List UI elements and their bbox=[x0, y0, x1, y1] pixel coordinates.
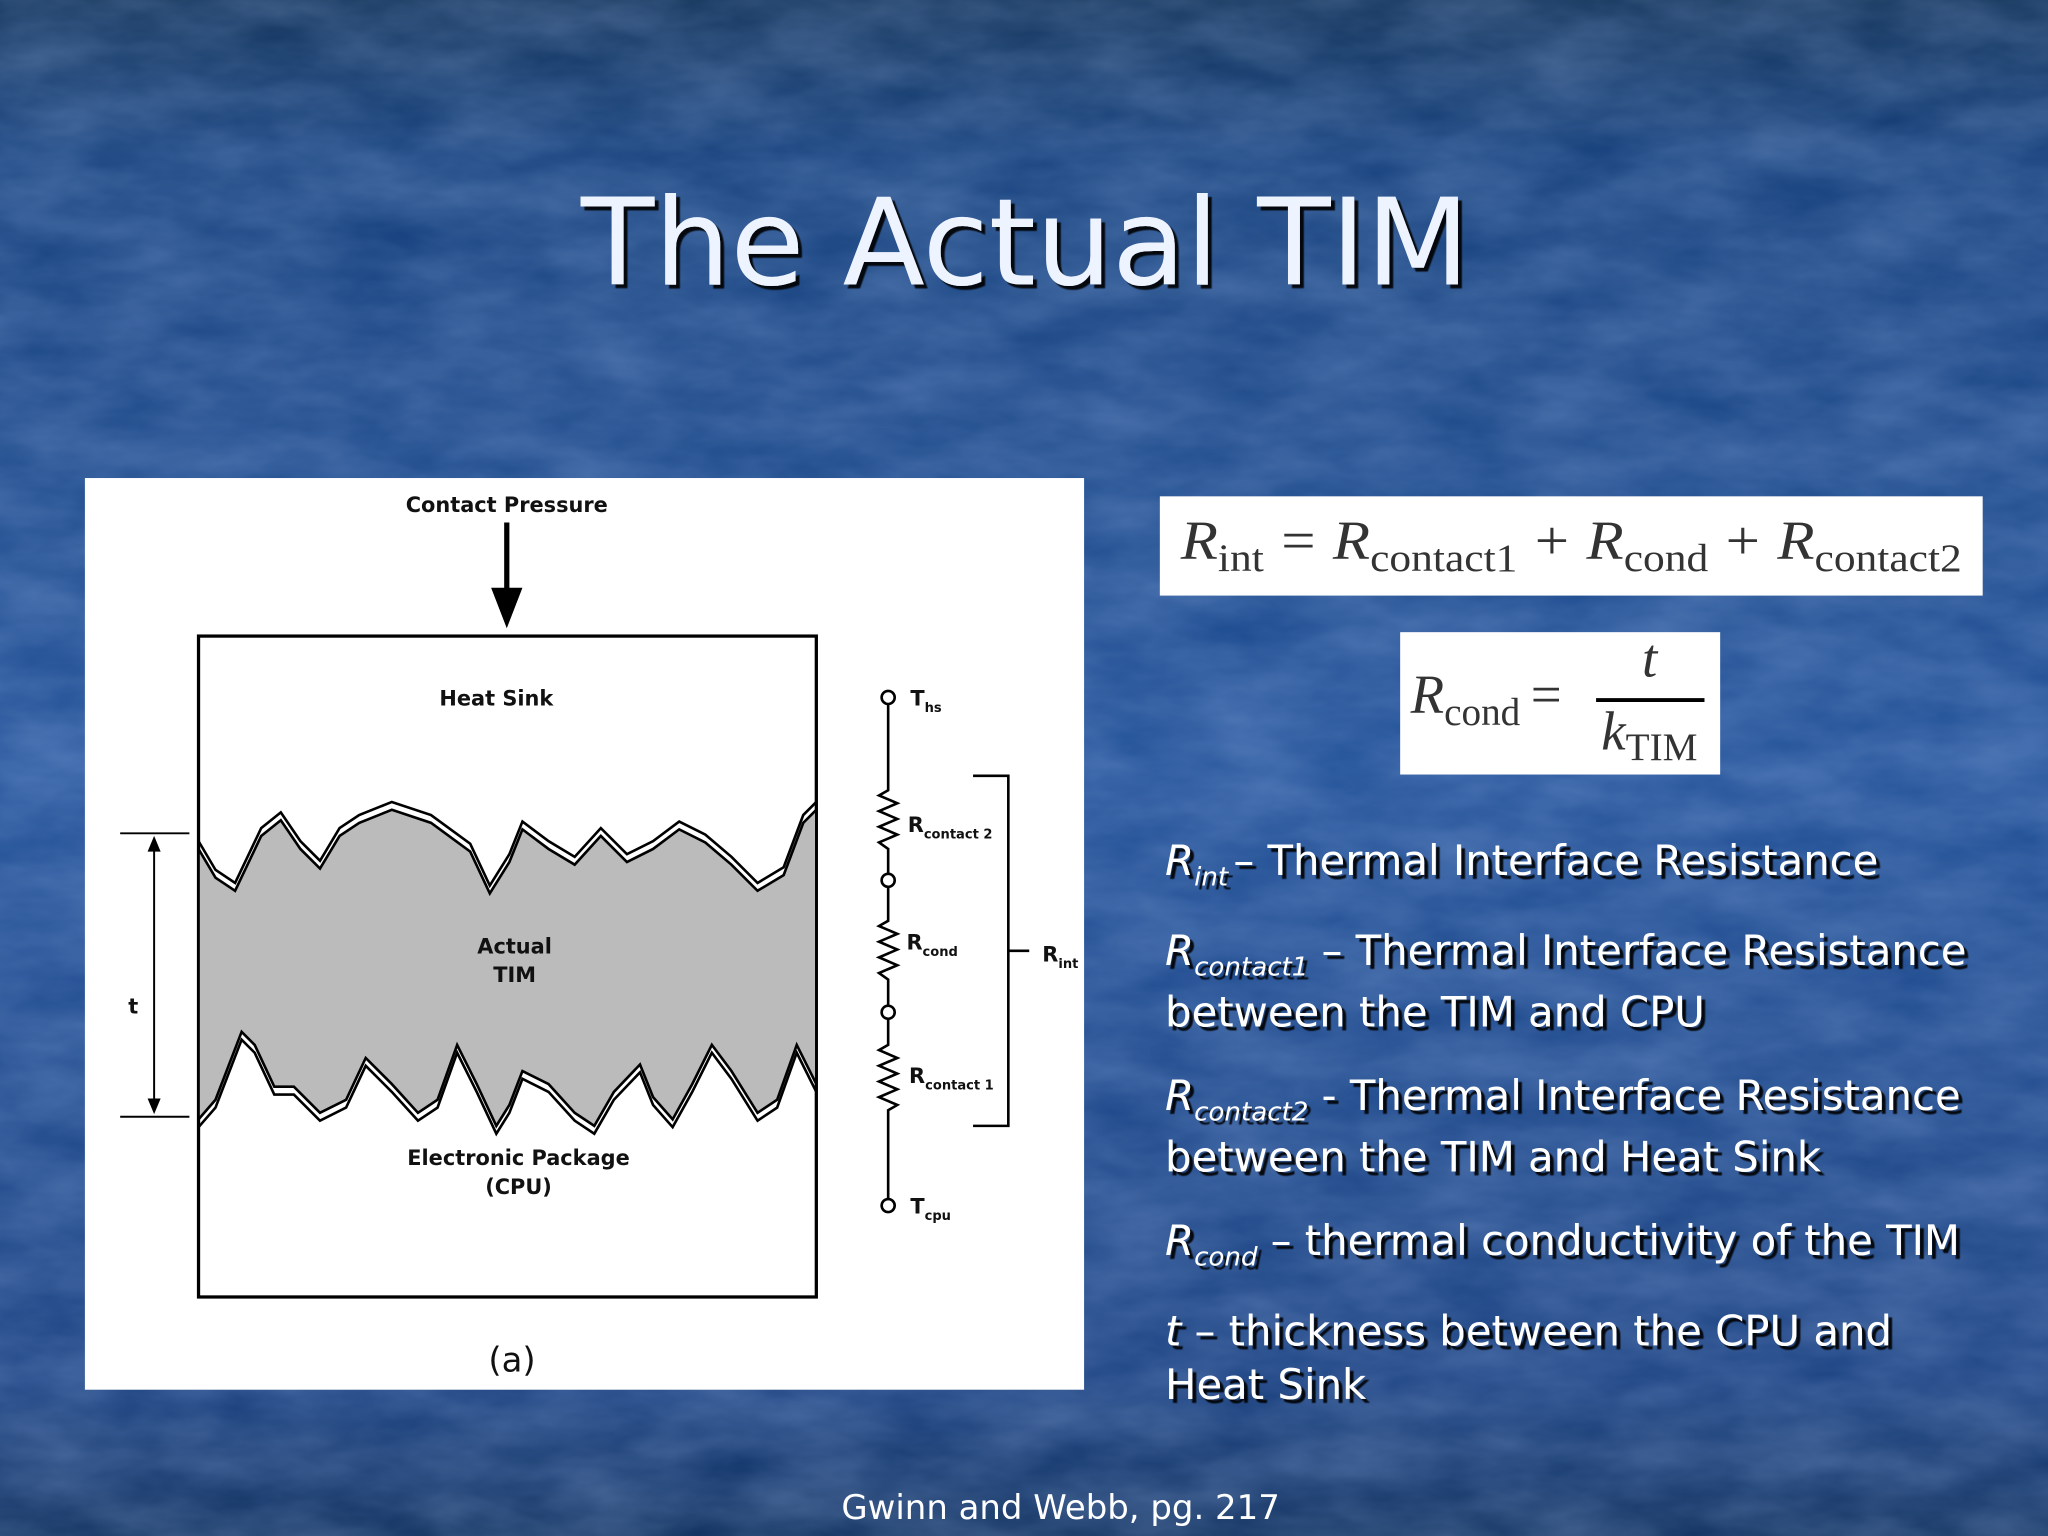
circuit bbox=[875, 704, 901, 1200]
definition: Rcontact1– Thermal Interface Resistance bbox=[1165, 926, 1966, 982]
total-label: Rint bbox=[1042, 942, 1078, 972]
numerator: t bbox=[1642, 628, 1659, 689]
node-label: Rcond bbox=[906, 931, 957, 961]
package-label: Electronic Package bbox=[407, 1146, 630, 1170]
equation-bg bbox=[1159, 496, 1983, 596]
equation-operator: = bbox=[1531, 664, 1562, 725]
definitions: Rint – Thermal Interface Resistance Rcont… bbox=[1165, 836, 1966, 1409]
package-label: (CPU) bbox=[485, 1175, 552, 1199]
definition: Heat Sink bbox=[1165, 1360, 1367, 1409]
equation-2: Rcond = t kTIM bbox=[1400, 628, 1721, 775]
surface-bottom bbox=[197, 1037, 818, 1137]
definition: Rcond – thermal conductivity of the TIM bbox=[1165, 1216, 1960, 1272]
citation: Gwinn and Webb, pg. 217 bbox=[841, 1488, 1279, 1528]
node-label: Tcpu bbox=[910, 1194, 951, 1224]
surface-top bbox=[197, 800, 818, 889]
node-label: Rcontact 2 bbox=[908, 813, 993, 843]
heat-sink-label: Heat Sink bbox=[439, 686, 554, 710]
title: The Actual TIM bbox=[580, 174, 1470, 314]
arrow-head bbox=[491, 587, 523, 629]
bracket bbox=[973, 774, 1030, 1128]
dim-arrow bbox=[147, 835, 161, 852]
tim-label: TIM bbox=[493, 963, 536, 987]
definition: between the TIM and Heat Sink bbox=[1165, 1133, 1822, 1182]
tim-region bbox=[197, 806, 818, 1129]
definition: t – thickness between the CPU and bbox=[1165, 1306, 1892, 1355]
equation-lhs: Rcond bbox=[1410, 664, 1521, 734]
tim-label: Actual bbox=[477, 934, 552, 958]
caption: (a) bbox=[488, 1340, 535, 1380]
pressure-label: Contact Pressure bbox=[406, 493, 608, 517]
definition: Rint – Thermal Interface Resistance bbox=[1165, 836, 1878, 892]
node-label: Ths bbox=[910, 686, 942, 716]
dim-arrow bbox=[147, 1098, 161, 1115]
definition: between the TIM and CPU bbox=[1165, 988, 1705, 1037]
denominator: kTIM bbox=[1601, 701, 1697, 769]
thickness-label: t bbox=[128, 995, 138, 1019]
node-label: Rcontact 1 bbox=[909, 1064, 994, 1094]
figure: Contact Pressure Heat Sink Actual TIM El… bbox=[84, 478, 1085, 1390]
equation-bg bbox=[1400, 632, 1721, 775]
definition: Rcontact2- Thermal Interface Resistance bbox=[1165, 1071, 1961, 1127]
